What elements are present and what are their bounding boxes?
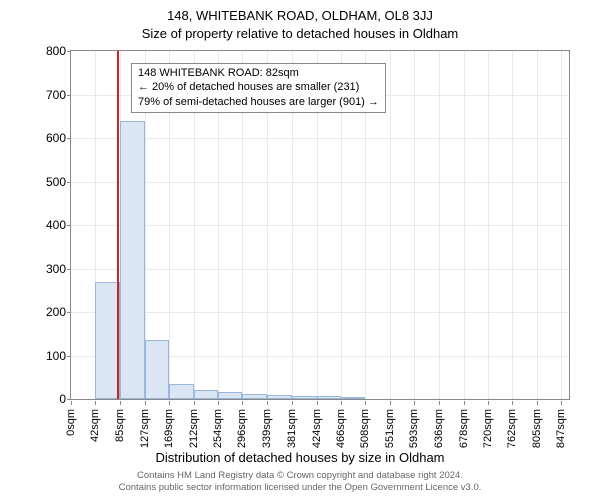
x-tick-mark: [120, 401, 121, 405]
x-tick-mark: [390, 401, 391, 405]
histogram-bar: [194, 390, 218, 399]
x-tick-mark: [95, 401, 96, 405]
callout-line: 148 WHITEBANK ROAD: 82sqm: [138, 66, 379, 80]
footer-line-1: Contains HM Land Registry data © Crown c…: [0, 470, 600, 482]
grid-line-vertical: [464, 51, 465, 399]
x-tick-mark: [464, 401, 465, 405]
histogram-bar: [317, 396, 341, 399]
grid-line-horizontal: [71, 182, 569, 183]
x-tick-mark: [194, 401, 195, 405]
y-tick-label: 300: [6, 262, 66, 276]
grid-line-vertical: [414, 51, 415, 399]
reference-marker-line: [117, 51, 119, 399]
y-tick-label: 500: [6, 175, 66, 189]
y-tick-mark: [67, 399, 71, 400]
x-tick-mark: [439, 401, 440, 405]
x-tick-mark: [537, 401, 538, 405]
x-axis-label: Distribution of detached houses by size …: [0, 450, 600, 465]
x-tick-mark: [71, 401, 72, 405]
y-tick-mark: [67, 182, 71, 183]
x-tick-mark: [561, 401, 562, 405]
histogram-bar: [120, 121, 144, 399]
histogram-bar: [242, 394, 267, 399]
x-tick-mark: [218, 401, 219, 405]
y-tick-mark: [67, 51, 71, 52]
y-tick-label: 800: [6, 44, 66, 58]
y-tick-mark: [67, 138, 71, 139]
y-tick-label: 600: [6, 131, 66, 145]
y-tick-mark: [67, 225, 71, 226]
grid-line-horizontal: [71, 138, 569, 139]
x-tick-mark: [145, 401, 146, 405]
attribution-footer: Contains HM Land Registry data © Crown c…: [0, 470, 600, 494]
x-tick-mark: [341, 401, 342, 405]
x-tick-mark: [365, 401, 366, 405]
grid-line-vertical: [537, 51, 538, 399]
histogram-bar: [292, 396, 317, 399]
grid-line-horizontal: [71, 269, 569, 270]
y-tick-label: 200: [6, 305, 66, 319]
y-tick-label: 0: [6, 392, 66, 406]
histogram-bar: [145, 340, 169, 399]
x-tick-mark: [512, 401, 513, 405]
grid-line-vertical: [512, 51, 513, 399]
x-tick-mark: [317, 401, 318, 405]
x-tick-mark: [292, 401, 293, 405]
x-tick-mark: [242, 401, 243, 405]
callout-line: ← 20% of detached houses are smaller (23…: [138, 80, 379, 94]
x-tick-mark: [414, 401, 415, 405]
histogram-bar: [267, 395, 291, 399]
y-tick-mark: [67, 312, 71, 313]
histogram-bar: [169, 384, 194, 399]
histogram-bar: [95, 282, 120, 399]
footer-line-2: Contains public sector information licen…: [0, 482, 600, 494]
y-tick-mark: [67, 95, 71, 96]
grid-line-horizontal: [71, 312, 569, 313]
callout-annotation: 148 WHITEBANK ROAD: 82sqm← 20% of detach…: [131, 63, 386, 113]
callout-line: 79% of semi-detached houses are larger (…: [138, 95, 379, 109]
y-tick-label: 100: [6, 349, 66, 363]
x-tick-mark: [488, 401, 489, 405]
y-tick-label: 700: [6, 88, 66, 102]
grid-line-horizontal: [71, 225, 569, 226]
y-tick-mark: [67, 356, 71, 357]
x-tick-mark: [267, 401, 268, 405]
grid-line-vertical: [561, 51, 562, 399]
page-title: 148, WHITEBANK ROAD, OLDHAM, OL8 3JJ: [0, 8, 600, 23]
chart-subtitle: Size of property relative to detached ho…: [0, 26, 600, 41]
x-tick-mark: [169, 401, 170, 405]
y-tick-label: 400: [6, 218, 66, 232]
histogram-bar: [218, 392, 242, 399]
grid-line-vertical: [439, 51, 440, 399]
histogram-bar: [341, 397, 365, 399]
grid-line-vertical: [390, 51, 391, 399]
y-tick-mark: [67, 269, 71, 270]
chart-plot-area: 0sqm42sqm85sqm127sqm169sqm212sqm254sqm29…: [70, 50, 570, 400]
grid-line-vertical: [488, 51, 489, 399]
